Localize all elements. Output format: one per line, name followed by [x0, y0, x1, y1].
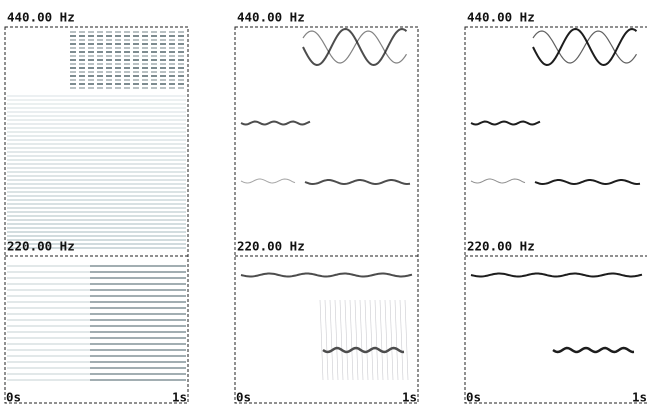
spectrogram-image [470, 27, 643, 354]
pitch-trace [552, 346, 635, 354]
top-frequency-label: 440.00 Hz [237, 10, 305, 25]
noise-streak [359, 299, 364, 381]
spectrogram-panel: 440.00 Hz 220.00 Hz 0s 1s [4, 10, 189, 405]
top-frequency-label: 440.00 Hz [7, 10, 75, 25]
mid-frequency-label: 220.00 Hz [467, 239, 535, 254]
noise-streak [379, 299, 384, 381]
pitch-trace [532, 30, 638, 64]
panel-frame [234, 26, 419, 404]
start-time-label: 0s [236, 390, 251, 405]
pitch-trace [304, 179, 411, 186]
noise-streak [339, 299, 344, 381]
pitch-trace [534, 179, 641, 186]
end-time-label: 1s [172, 390, 187, 405]
panel-frame [4, 26, 189, 404]
pitch-trace [470, 178, 526, 184]
start-time-label: 0s [466, 390, 481, 405]
pitch-trace [240, 272, 413, 278]
start-time-label: 0s [6, 390, 21, 405]
noise-streak [344, 299, 349, 381]
pitch-trace [322, 346, 405, 354]
noise-streak [349, 299, 354, 381]
panel-frame [464, 26, 647, 404]
spectrogram-image [240, 27, 413, 381]
pitch-trace [302, 30, 408, 64]
noise-streak [384, 299, 389, 381]
pitch-trace [240, 178, 296, 184]
spectrogram-panel: 440.00 Hz 220.00 Hz 0s 1s [464, 10, 647, 405]
pitch-trace [470, 272, 643, 278]
noise-streak [389, 299, 394, 381]
noise-streak [374, 299, 379, 381]
mid-frequency-label: 220.00 Hz [237, 239, 305, 254]
noise-streak [394, 299, 399, 381]
noise-streak [354, 299, 359, 381]
noise-streak [404, 299, 409, 381]
end-time-label: 1s [402, 390, 417, 405]
noise-streak [369, 299, 374, 381]
spectrogram-image [7, 31, 186, 381]
noise-streak [364, 299, 369, 381]
noise-streak [334, 299, 339, 381]
pitch-trace [302, 27, 408, 67]
noise-streak [399, 299, 404, 381]
noise-streak [319, 299, 324, 381]
noise-streak [329, 299, 334, 381]
noise-streak [324, 299, 329, 381]
mid-frequency-label: 220.00 Hz [7, 239, 75, 254]
pitch-trace [240, 120, 311, 126]
pitch-trace [470, 120, 541, 126]
spectrogram-panel: 440.00 Hz 220.00 Hz 0s 1s [234, 10, 419, 405]
end-time-label: 1s [632, 390, 647, 405]
pitch-trace [532, 27, 638, 67]
top-frequency-label: 440.00 Hz [467, 10, 535, 25]
